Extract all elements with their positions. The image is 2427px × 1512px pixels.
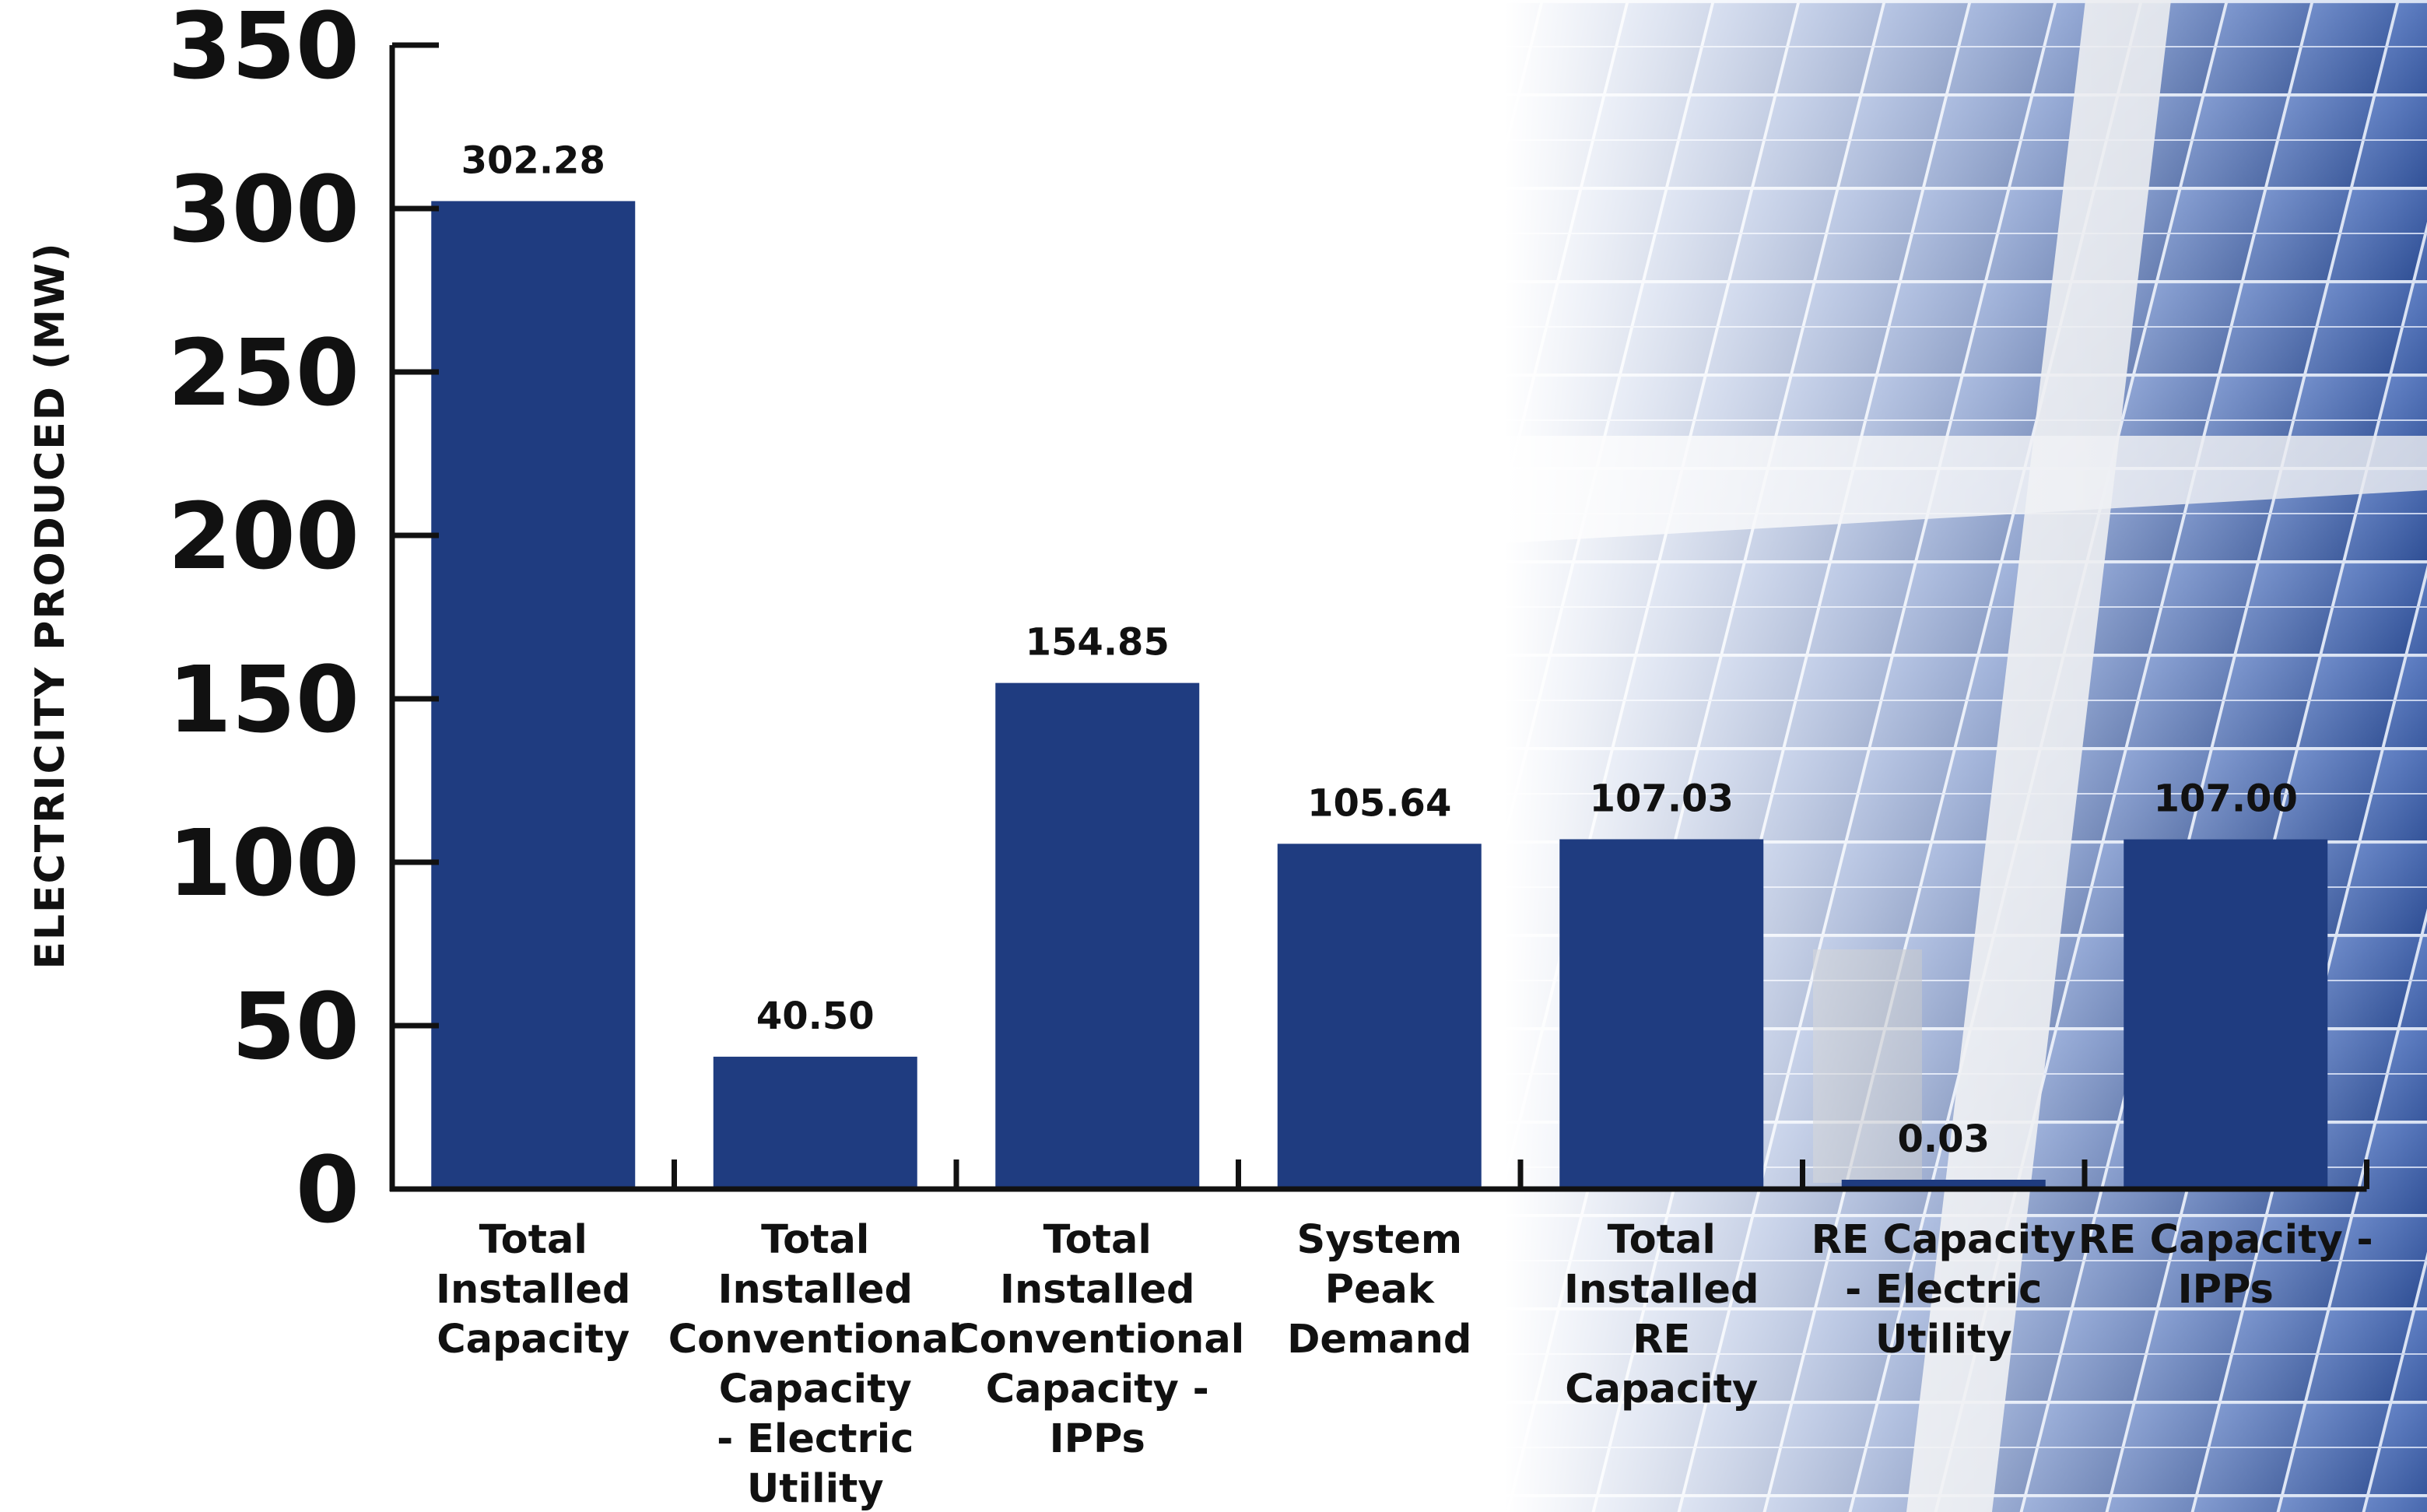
value-label-5: 0.03	[1898, 1117, 1990, 1161]
value-labels-group: 302.28 40.50 154.85 105.64 107.03 0.03 107.00	[461, 139, 2298, 1161]
y-tick-label-0: 0	[296, 1136, 359, 1244]
category-label-0: Total Installed Capacity	[436, 1217, 631, 1363]
category-label-2: Total Installed Conventional Capacity -IPPs	[950, 1217, 1244, 1462]
value-label-6: 107.00	[2154, 777, 2298, 821]
x-ticks-group	[672, 1159, 2369, 1189]
y-axis-label: ELECTRICITY PRODUCED (MW)	[27, 241, 74, 969]
category-label-5: RE Capacity - Electric Utility	[1811, 1217, 2076, 1363]
category-label-1: Total Installed Conventional Capacity - Elec…	[668, 1217, 963, 1512]
y-tick-label-7: 350	[168, 0, 359, 100]
bar-0	[431, 201, 636, 1189]
category-label-6: RE Capacity -IPPs	[2078, 1217, 2373, 1313]
value-label-2: 154.85	[1026, 621, 1170, 665]
category-label-3: System Peak Demand	[1287, 1217, 1471, 1363]
y-tick-label-4: 200	[168, 482, 359, 590]
bar-2	[995, 682, 1200, 1189]
value-label-3: 105.64	[1307, 781, 1451, 825]
bar-6	[2124, 839, 2328, 1189]
value-label-0: 302.28	[461, 139, 605, 182]
category-labels-group: Total Installed Capacity Total Installed Conv…	[436, 1217, 2373, 1512]
y-tick-label-1: 50	[232, 973, 359, 1080]
bar-1	[713, 1056, 917, 1189]
bar-4	[1559, 839, 1764, 1189]
value-label-4: 107.03	[1590, 777, 1734, 820]
bar-3	[1277, 844, 1482, 1189]
bars-group	[431, 201, 2328, 1189]
y-tick-label-5: 250	[168, 319, 359, 426]
y-tick-label-3: 150	[168, 646, 359, 753]
y-ticks-group: 0 50 100 150 200 250 300 350	[168, 0, 439, 1244]
y-tick-label-2: 100	[168, 809, 359, 917]
category-label-4: Total Installed RE Capacity	[1564, 1217, 1759, 1412]
value-label-1: 40.50	[756, 995, 875, 1038]
y-tick-label-6: 300	[168, 156, 359, 263]
